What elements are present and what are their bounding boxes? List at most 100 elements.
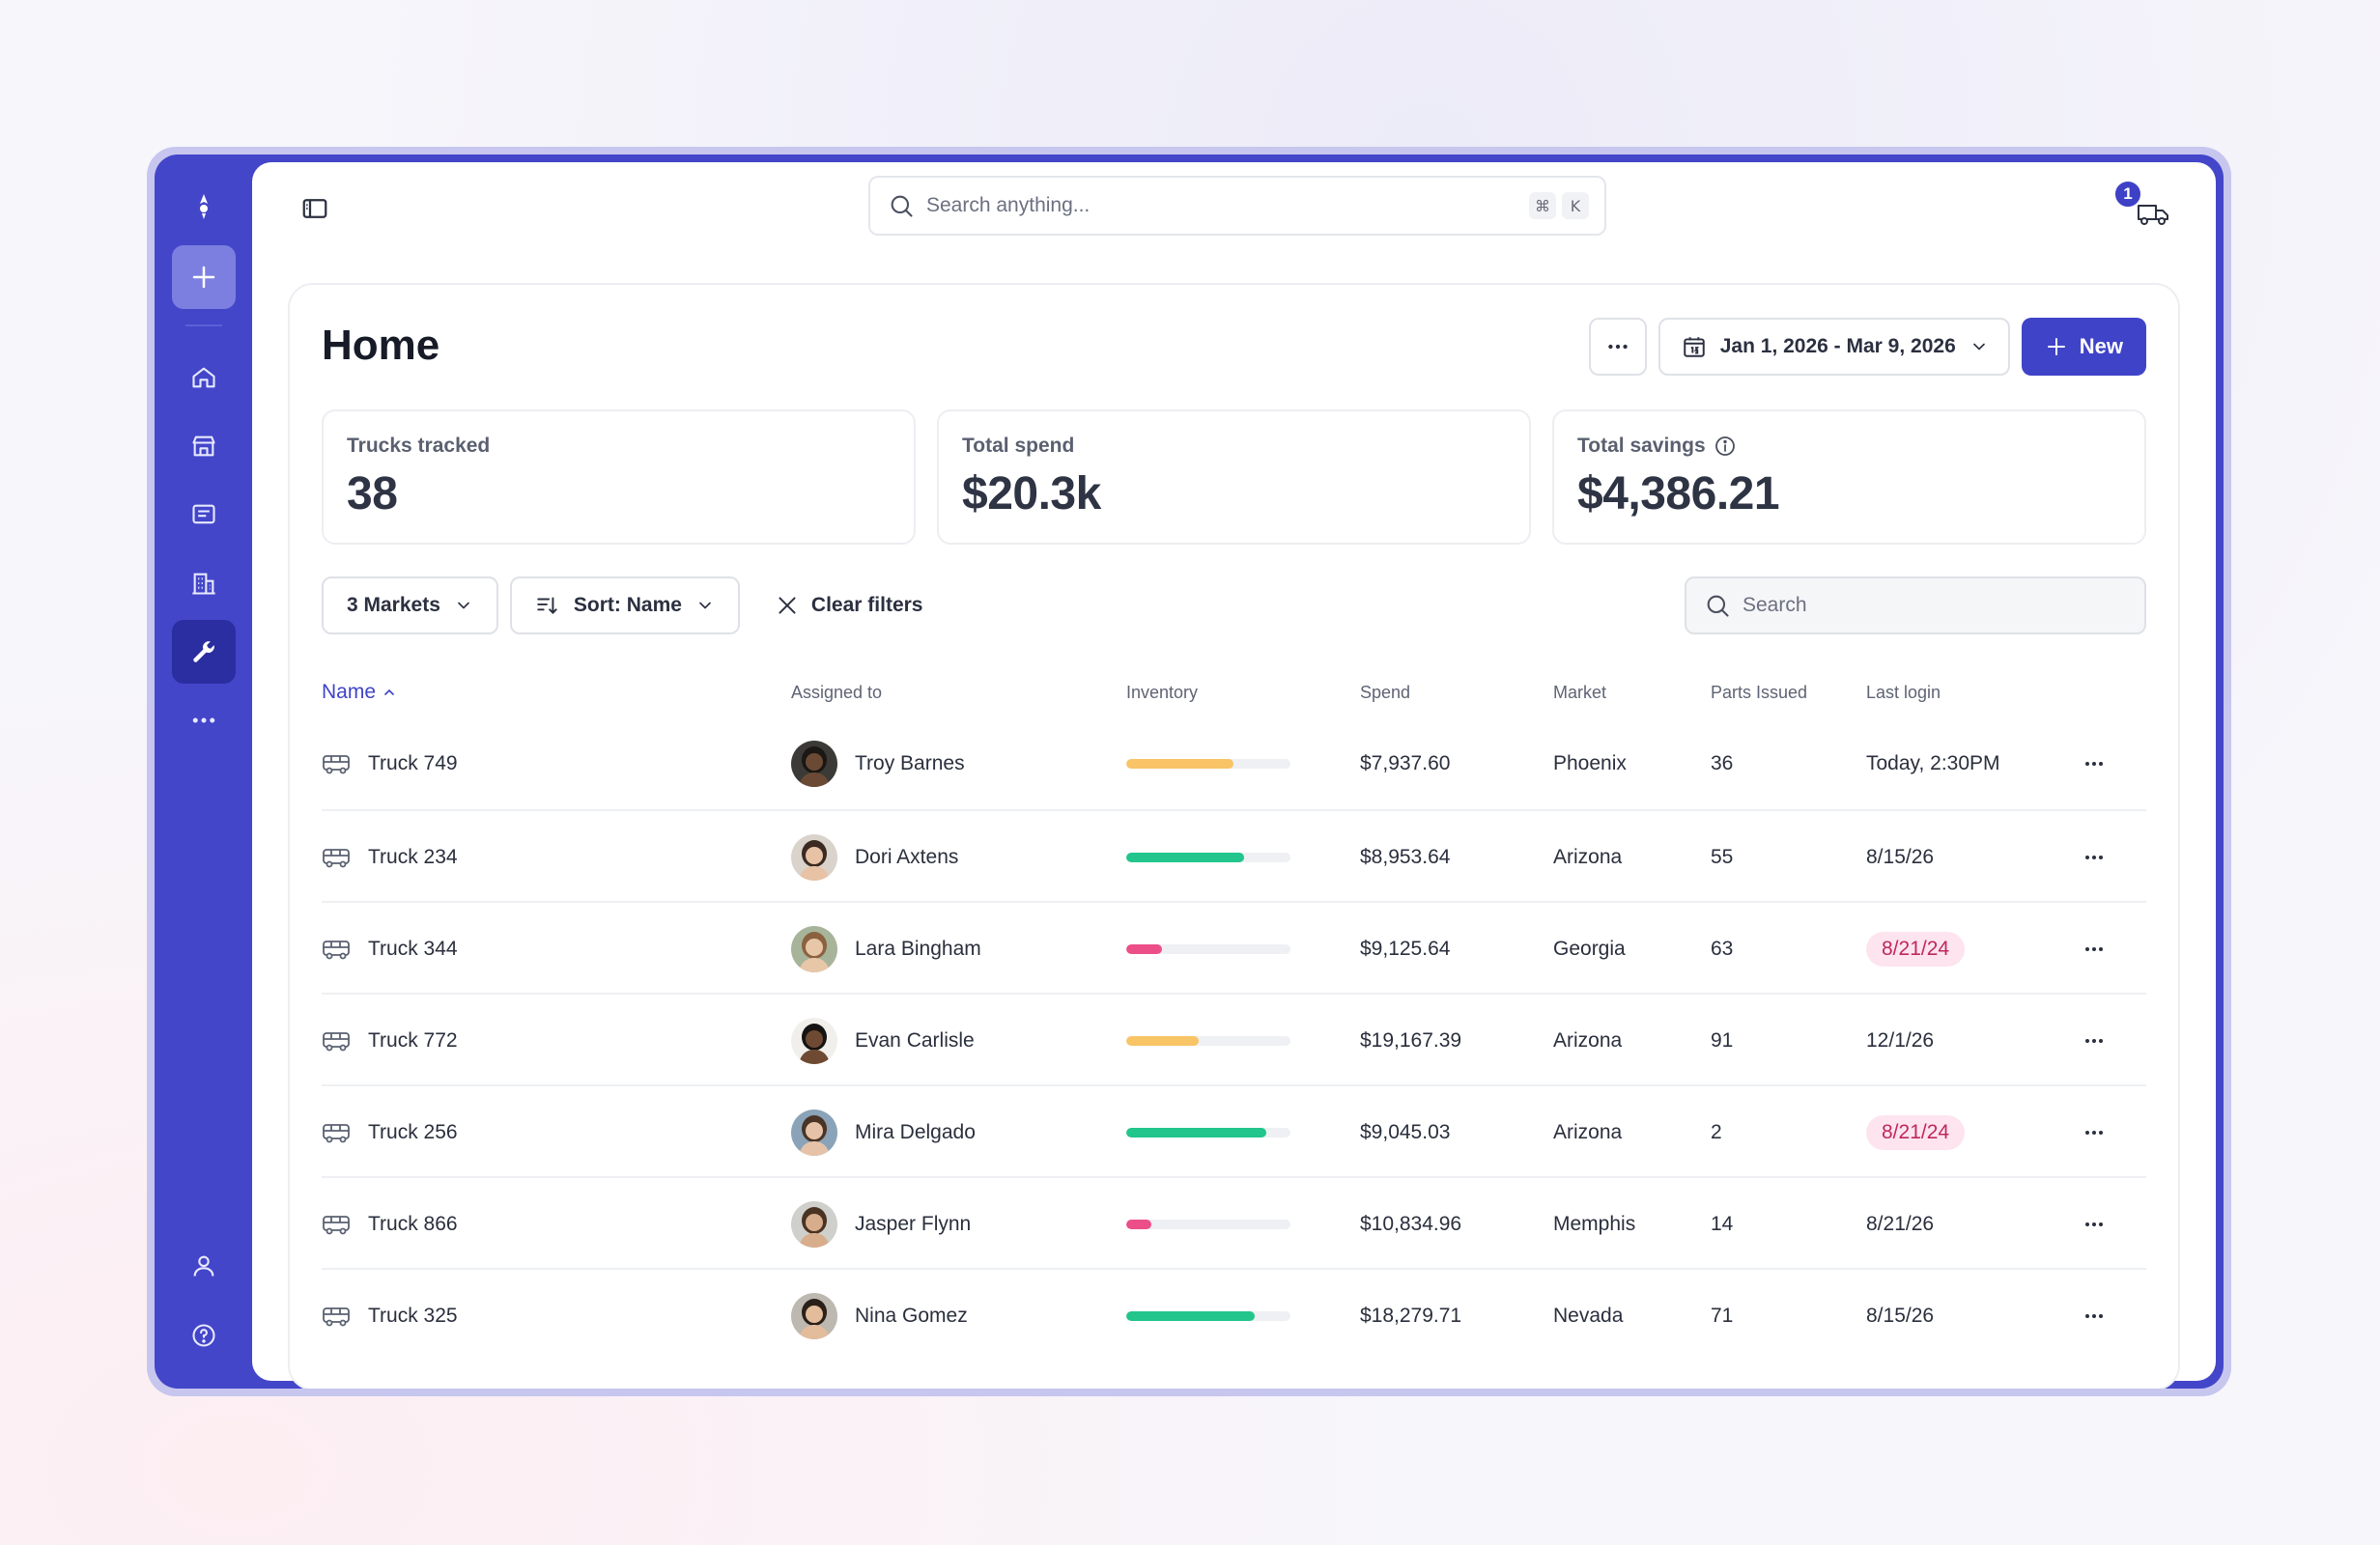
stat-value: $4,386.21 <box>1577 468 1780 520</box>
info-icon[interactable] <box>1714 435 1737 458</box>
spend-value: $7,937.60 <box>1360 751 1451 774</box>
stats-row: Trucks tracked 38 Total spend $20.3k Tot… <box>322 409 2146 545</box>
row-menu-button[interactable] <box>2075 1270 2113 1362</box>
header-actions: Jan 1, 2026 - Mar 9, 2026 New <box>1588 318 2146 376</box>
row-menu-button[interactable] <box>2075 903 2113 995</box>
avatar[interactable] <box>791 925 837 972</box>
more-options-button[interactable] <box>1588 318 1647 376</box>
date-range-picker[interactable]: Jan 1, 2026 - Mar 9, 2026 <box>1658 318 2010 376</box>
sidebar-item-profile[interactable] <box>172 1234 236 1298</box>
logo-icon[interactable] <box>184 187 223 226</box>
panel-toggle-button[interactable] <box>300 194 329 223</box>
market-value: Memphis <box>1553 1212 1636 1235</box>
store-icon <box>191 435 215 457</box>
truck-name[interactable]: Truck 325 <box>368 1304 458 1327</box>
inventory-cell <box>1126 717 1290 809</box>
sidebar-item-help[interactable] <box>172 1304 236 1367</box>
truck-name[interactable]: Truck 256 <box>368 1120 458 1143</box>
row-menu-button[interactable] <box>2075 717 2113 809</box>
row-menu-button[interactable] <box>2075 995 2113 1086</box>
global-search[interactable]: ⌘ K <box>868 176 1606 236</box>
spend-cell: $7,937.60 <box>1360 717 1450 809</box>
sort-ascending-icon <box>384 688 394 695</box>
row-menu-button[interactable] <box>2075 1086 2113 1178</box>
sidebar-item-more[interactable] <box>172 688 236 752</box>
last-login-value: Today, 2:30PM <box>1866 751 2000 774</box>
sidebar-nav <box>171 346 236 752</box>
market-value: Arizona <box>1553 1120 1623 1143</box>
column-header-name[interactable]: Name <box>322 681 397 704</box>
column-name-label: Name <box>322 681 377 703</box>
last-login-cell: 8/15/26 <box>1866 1270 1934 1362</box>
inventory-bar <box>1126 758 1290 769</box>
market-cell: Nevada <box>1553 1270 1623 1362</box>
avatar[interactable] <box>791 1292 837 1339</box>
new-button[interactable]: New <box>2021 318 2146 376</box>
column-header-inventory[interactable]: Inventory <box>1126 683 1199 702</box>
last-login-cell: Today, 2:30PM <box>1866 717 2000 809</box>
avatar[interactable] <box>791 1017 837 1064</box>
truck-name[interactable]: Truck 772 <box>368 1028 458 1052</box>
market-cell: Arizona <box>1553 1086 1622 1178</box>
sidebar-item-buildings[interactable] <box>172 551 236 615</box>
wrench-icon <box>192 641 214 662</box>
assigned-cell: Evan Carlisle <box>791 995 975 1086</box>
truck-notifications-button[interactable]: 1 <box>2113 180 2169 230</box>
truck-name[interactable]: Truck 234 <box>368 845 458 868</box>
inventory-bar <box>1126 1219 1290 1229</box>
close-icon <box>779 597 796 614</box>
parts-cell: 55 <box>1711 811 1733 903</box>
table-search[interactable] <box>1685 576 2146 634</box>
stat-label-wrapper: Total savings <box>1577 435 2121 458</box>
main-content: ⌘ K 1 Home Jan 1, 2026 - M <box>252 162 2216 1389</box>
table-search-input[interactable] <box>1742 594 2110 617</box>
table-row[interactable]: Truck 866 Jasper Flynn $10,834.96 Memphi… <box>322 1176 2146 1268</box>
column-header-market[interactable]: Market <box>1553 683 1607 702</box>
column-header-spend[interactable]: Spend <box>1360 683 1411 702</box>
table-row[interactable]: Truck 325 Nina Gomez $18,279.71 Nevada 7… <box>322 1268 2146 1360</box>
search-icon <box>891 195 913 217</box>
table-row[interactable]: Truck 749 Troy Barnes $7,937.60 Phoenix … <box>322 717 2146 809</box>
spend-cell: $8,953.64 <box>1360 811 1450 903</box>
table-row[interactable]: Truck 256 Mira Delgado $9,045.03 Arizona… <box>322 1084 2146 1176</box>
sidebar-item-maintenance[interactable] <box>171 620 236 684</box>
sort-dropdown[interactable]: Sort: Name <box>509 576 740 634</box>
table-row[interactable]: Truck 344 Lara Bingham $9,125.64 Georgia… <box>322 901 2146 993</box>
bus-icon <box>323 1031 350 1051</box>
trucks-table: Name Assigned to Inventory Spend Market … <box>322 671 2146 1360</box>
assigned-cell: Nina Gomez <box>791 1270 968 1362</box>
sidebar-item-home[interactable] <box>172 346 236 409</box>
avatar[interactable] <box>791 740 837 787</box>
sidebar-item-messages[interactable] <box>172 483 236 547</box>
column-header-assigned[interactable]: Assigned to <box>791 683 883 702</box>
truck-name-cell: Truck 325 <box>322 1270 458 1362</box>
truck-name[interactable]: Truck 749 <box>368 751 458 774</box>
truck-name[interactable]: Truck 344 <box>368 937 458 960</box>
sidebar-item-store[interactable] <box>172 414 236 478</box>
market-cell: Arizona <box>1553 811 1622 903</box>
avatar[interactable] <box>791 1200 837 1248</box>
inventory-cell <box>1126 903 1290 995</box>
more-icon <box>1608 344 1628 350</box>
inventory-bar-fill <box>1126 1219 1151 1229</box>
truck-name[interactable]: Truck 866 <box>368 1212 458 1235</box>
spend-value: $9,045.03 <box>1360 1120 1451 1143</box>
create-button[interactable] <box>171 245 236 309</box>
avatar[interactable] <box>791 1109 837 1156</box>
table-row[interactable]: Truck 234 Dori Axtens $8,953.64 Arizona … <box>322 809 2146 901</box>
assignee-name: Jasper Flynn <box>855 1212 972 1235</box>
column-header-last-login[interactable]: Last login <box>1866 683 1941 702</box>
clear-filters-button[interactable]: Clear filters <box>751 576 947 634</box>
table-row[interactable]: Truck 772 Evan Carlisle $19,167.39 Arizo… <box>322 993 2146 1084</box>
avatar[interactable] <box>791 833 837 881</box>
inventory-bar-fill <box>1126 943 1163 954</box>
global-search-input[interactable] <box>926 194 1467 217</box>
market-cell: Georgia <box>1553 903 1626 995</box>
row-menu-button[interactable] <box>2075 1178 2113 1270</box>
spend-value: $8,953.64 <box>1360 845 1451 868</box>
row-menu-button[interactable] <box>2075 811 2113 903</box>
markets-filter[interactable]: 3 Markets <box>322 576 498 634</box>
home-icon <box>191 367 215 388</box>
last-login-value: 8/15/26 <box>1866 1304 1935 1327</box>
column-header-parts[interactable]: Parts Issued <box>1711 683 1808 702</box>
